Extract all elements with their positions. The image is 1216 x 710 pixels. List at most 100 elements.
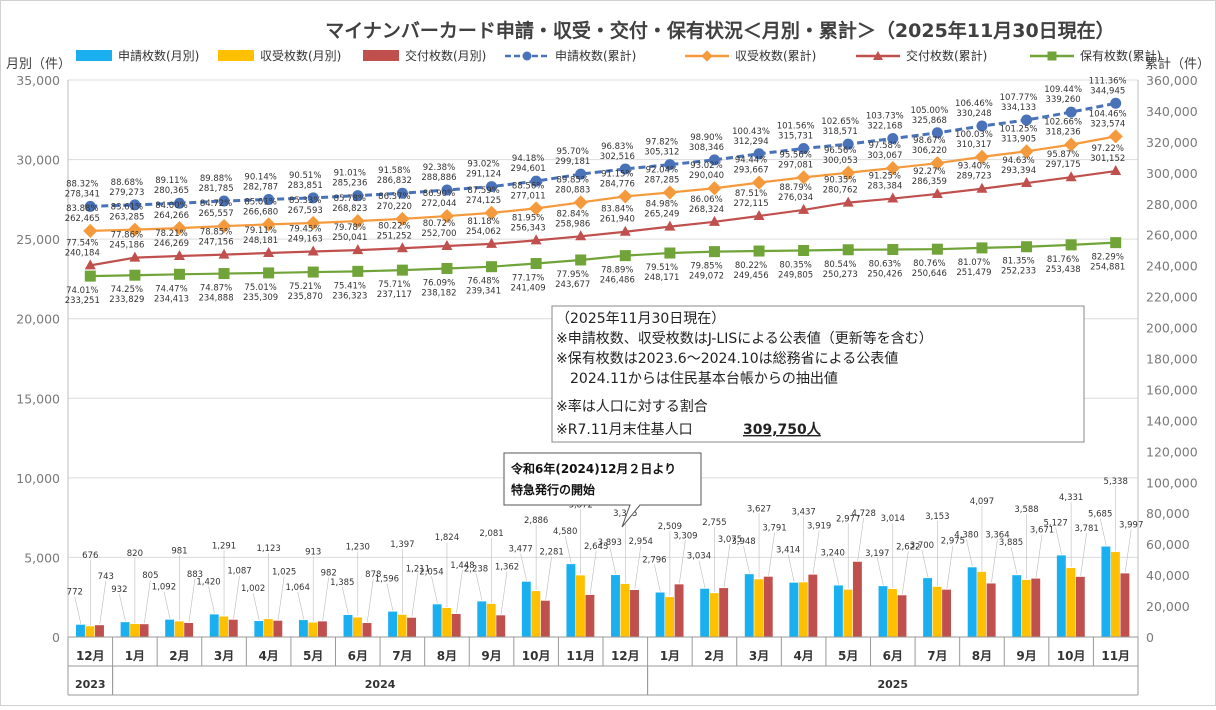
y-tick-right: 360,000 <box>1146 73 1198 88</box>
cumulative-value-label: 250,041 <box>332 233 367 243</box>
y-tick-left: 10,000 <box>16 471 60 486</box>
cumulative-pct-label: 77.95% <box>556 270 588 280</box>
y-tick-right: 100,000 <box>1146 475 1198 490</box>
cumulative-value-label: 247,156 <box>198 238 233 248</box>
bar-label-received: 2,755 <box>702 518 726 528</box>
marker-application <box>486 181 498 193</box>
bar-label-leader <box>901 551 909 595</box>
cumulative-pct-label: 97.58% <box>869 141 901 151</box>
cumulative-pct-label: 74.25% <box>111 285 143 295</box>
cumulative-pct-label: 96.56% <box>824 146 856 156</box>
bar-label-leader <box>946 545 954 589</box>
cumulative-pct-label: 79.51% <box>646 263 678 273</box>
legend-label: 交付枚数(累計) <box>906 48 987 63</box>
marker-issued <box>530 234 542 245</box>
cumulative-value-label: 252,700 <box>421 229 456 239</box>
bar-label-received: 3,588 <box>1014 505 1038 515</box>
x-tick-label: 6月 <box>348 649 368 663</box>
cumulative-pct-label: 91.58% <box>378 166 410 176</box>
express-callout: 令和6年(2024)12月２日より 特急発行の開始 <box>503 452 702 528</box>
cumulative-pct-label: 75.21% <box>289 282 321 292</box>
marker-issued <box>486 237 498 248</box>
x-tick-label: 12月 <box>76 649 105 663</box>
cumulative-pct-label: 76.09% <box>423 278 455 288</box>
marker-application <box>129 199 141 211</box>
cumulative-pct-label: 84.98% <box>646 200 678 210</box>
y-tick-right: 260,000 <box>1146 228 1198 243</box>
marker-received <box>885 161 900 176</box>
bar-label-application: 5,685 <box>1088 510 1112 520</box>
x-tick-label: 3月 <box>214 649 234 663</box>
note-date: （2025年11月30日現在） <box>556 311 725 327</box>
marker-holding <box>931 243 943 255</box>
cumulative-pct-label: 93.40% <box>958 162 990 172</box>
cumulative-value-label: 286,832 <box>377 176 412 186</box>
cumulative-pct-label: 83.88% <box>66 204 98 214</box>
legend-label: 申請枚数(月別) <box>118 48 199 63</box>
bar-label-leader <box>119 594 126 622</box>
legend-marker <box>1047 51 1057 61</box>
bar-label-received: 3,153 <box>925 512 949 522</box>
bar-label-leader <box>787 554 795 582</box>
bar-application <box>566 564 576 637</box>
bar-received <box>219 616 229 637</box>
cumulative-pct-label: 83.61% <box>111 203 143 213</box>
bar-application <box>1012 575 1022 637</box>
cumulative-pct-label: 89.88% <box>200 174 232 184</box>
bar-label-leader <box>991 539 998 583</box>
bar-label-leader <box>768 532 775 576</box>
bar-label-leader <box>812 530 820 574</box>
bar-label-issued: 1,211 <box>406 565 430 575</box>
cumulative-pct-label: 100.43% <box>732 127 770 137</box>
marker-issued <box>352 244 364 255</box>
marker-received <box>306 215 321 231</box>
y-tick-right: 80,000 <box>1146 506 1190 521</box>
cumulative-value-label: 233,251 <box>65 296 100 306</box>
marker-application <box>798 142 810 154</box>
cumulative-value-label: 268,324 <box>689 205 724 215</box>
marker-holding <box>486 261 498 273</box>
marker-application <box>842 138 854 150</box>
cumulative-pct-label: 79.85% <box>690 262 722 272</box>
bar-issued <box>719 588 729 637</box>
marker-received <box>216 219 232 234</box>
bar-label-application: 1,420 <box>196 577 220 587</box>
x-tick-label: 2月 <box>704 649 724 663</box>
bar-label-leader <box>679 540 686 584</box>
bar-application <box>967 567 977 637</box>
cumulative-pct-label: 109.44% <box>1044 85 1082 95</box>
marker-issued <box>976 182 988 193</box>
marker-issued <box>1021 177 1033 188</box>
legend-label: 申請枚数(累計) <box>555 48 636 63</box>
cumulative-pct-label: 74.01% <box>66 286 98 296</box>
marker-application <box>307 192 319 204</box>
cumulative-pct-label: 80.76% <box>913 259 945 269</box>
cumulative-pct-label: 91.01% <box>334 169 366 179</box>
bar-application <box>611 575 620 637</box>
cumulative-value-label: 272,115 <box>733 199 768 209</box>
cumulative-pct-label: 86.90% <box>423 189 455 199</box>
bar-label-leader <box>366 578 374 623</box>
y-tick-left: 0 <box>52 630 60 645</box>
x-tick-label: 4月 <box>258 649 278 663</box>
cumulative-value-label: 306,220 <box>912 146 947 156</box>
bar-application <box>477 601 487 637</box>
marker-issued <box>708 215 720 226</box>
note-holding: ※保有枚数は2023.6～2024.10は総務省による公表値 <box>556 351 898 367</box>
cumulative-pct-label: 96.83% <box>601 142 633 152</box>
line-application-cumulative <box>90 101 1116 208</box>
marker-received <box>796 170 811 185</box>
cumulative-value-label: 233,829 <box>109 295 144 305</box>
marker-received <box>707 181 722 196</box>
bar-label-leader <box>252 592 260 621</box>
cumulative-pct-label: 78.85% <box>200 228 232 238</box>
cumulative-pct-label: 88.32% <box>66 179 98 189</box>
cumulative-pct-label: 88.56% <box>512 181 544 191</box>
bar-label-leader <box>233 575 240 619</box>
cumulative-value-label: 282,787 <box>243 182 278 192</box>
bar-issued <box>1120 573 1130 637</box>
cumulative-pct-label: 94.44% <box>735 156 767 166</box>
cumulative-value-label: 243,677 <box>555 280 590 290</box>
marker-holding <box>842 244 854 256</box>
cumulative-value-label: 235,309 <box>243 293 278 303</box>
